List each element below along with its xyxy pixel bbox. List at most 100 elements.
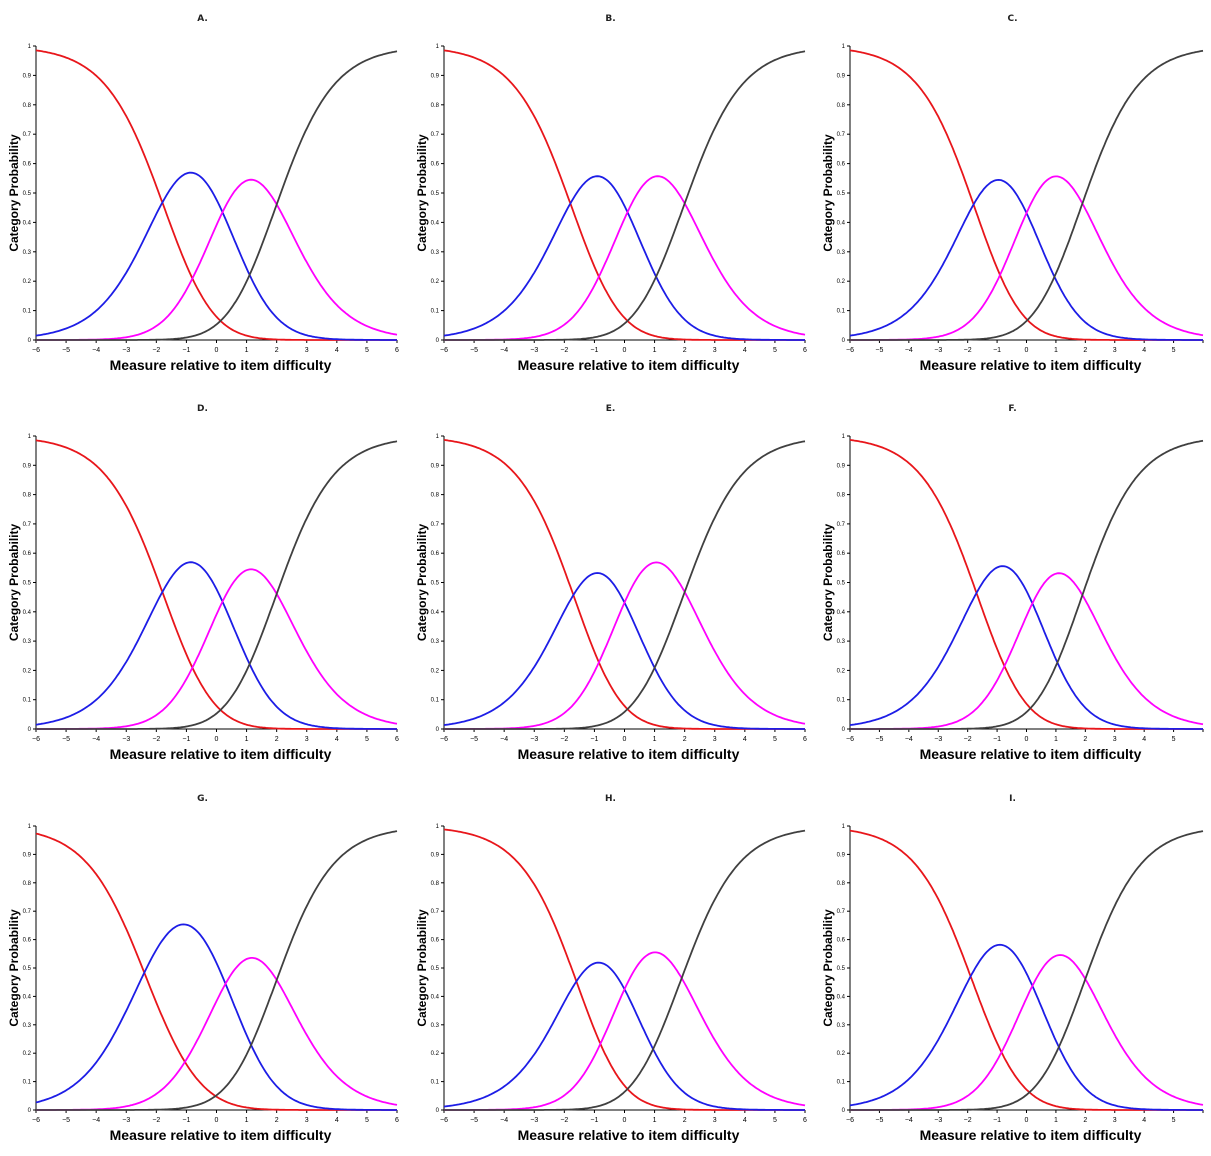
category-4-curve <box>850 830 1204 1111</box>
x-tick-label: −1 <box>590 736 598 743</box>
x-tick-label: 6 <box>803 736 807 743</box>
x-tick-label: −4 <box>905 1117 913 1124</box>
category-4-curve <box>444 829 806 1111</box>
x-tick-label: −1 <box>993 1117 1001 1124</box>
x-tick-label: 4 <box>1142 347 1146 354</box>
x-tick-label: −5 <box>875 347 883 354</box>
x-tick-label: −6 <box>440 1117 448 1124</box>
y-tick-label: 0.6 <box>431 938 440 944</box>
y-tick-label: 0.9 <box>23 852 32 858</box>
y-tick-label: 0.2 <box>431 1051 440 1057</box>
y-axis-label: Category Probability <box>415 909 429 1027</box>
x-tick-label: 6 <box>803 1117 807 1124</box>
x-tick-label: 0 <box>215 347 219 354</box>
y-tick-label: 0.9 <box>431 73 440 79</box>
x-tick-label: 4 <box>743 1117 747 1124</box>
y-tick-label: 0.3 <box>837 1023 846 1029</box>
x-tick-label: −3 <box>122 736 130 743</box>
y-axis-label: Category Probability <box>821 523 835 641</box>
y-tick-label: 0.2 <box>23 1051 32 1057</box>
x-tick-label: −6 <box>846 736 854 743</box>
chart-title: G. <box>197 794 208 804</box>
x-tick-label: −5 <box>875 1117 883 1124</box>
y-tick-label: 0 <box>842 338 846 344</box>
y-tick-label: 0.5 <box>837 966 846 972</box>
x-tick-label: 5 <box>365 736 369 743</box>
y-axis-label: Category Probability <box>7 909 21 1027</box>
chart-panel-h: H. 0 0.1 0.2 0.3 0.4 0.5 0.6 0.7 0.8 0.9 1 −6 −5 −4 −3… <box>408 780 813 1156</box>
x-tick-label: 5 <box>1172 1117 1176 1124</box>
y-tick-label: 0.6 <box>431 162 440 168</box>
x-tick-label: 5 <box>773 347 777 354</box>
y-tick-label: 0.9 <box>431 463 440 469</box>
chart-title: I. <box>1009 794 1016 804</box>
x-tick-label: −6 <box>846 347 854 354</box>
y-tick-label: 0.7 <box>23 909 32 915</box>
x-tick-label: −5 <box>470 736 478 743</box>
x-tick-label: −2 <box>964 1117 972 1124</box>
x-tick-label: −3 <box>530 347 538 354</box>
y-tick-label: 0.1 <box>431 1080 440 1086</box>
x-tick-label: 0 <box>215 1117 219 1124</box>
x-tick-label: −1 <box>590 1117 598 1124</box>
x-tick-label: 1 <box>245 736 249 743</box>
y-tick-label: 0.5 <box>23 966 32 972</box>
x-tick-label: 2 <box>683 736 687 743</box>
y-tick-label: 0.1 <box>431 698 440 704</box>
category-4-curve <box>444 50 806 341</box>
x-tick-label: −1 <box>993 736 1001 743</box>
chart-panel-f: F. 0 0.1 0.2 0.3 0.4 0.5 0.6 0.7 0.8 0.9 1 −6 −5 −4 −3… <box>814 390 1211 775</box>
y-tick-label: 0.2 <box>431 279 440 285</box>
x-tick-label: −1 <box>590 347 598 354</box>
x-tick-label: −4 <box>92 736 100 743</box>
x-tick-label: 3 <box>713 1117 717 1124</box>
x-tick-label: −4 <box>500 1117 508 1124</box>
category-1-curve <box>849 829 1203 1111</box>
x-tick-label: 4 <box>1142 736 1146 743</box>
x-tick-label: 0 <box>1025 1117 1029 1124</box>
x-tick-label: 6 <box>395 1117 399 1124</box>
y-tick-label: 0.6 <box>837 938 846 944</box>
y-tick-label: 0.8 <box>837 881 846 887</box>
x-tick-label: 4 <box>743 736 747 743</box>
y-tick-label: 1 <box>842 434 846 440</box>
x-tick-label: 3 <box>1113 347 1117 354</box>
chart-title: H. <box>605 794 616 804</box>
x-tick-label: −5 <box>62 1117 70 1124</box>
x-tick-label: −2 <box>152 1117 160 1124</box>
x-tick-label: 1 <box>653 347 657 354</box>
y-tick-label: 0.5 <box>23 191 32 197</box>
category-3-curve <box>850 572 1204 730</box>
category-1-curve <box>443 49 805 341</box>
x-tick-label: −3 <box>934 736 942 743</box>
chart-svg: 0 0.1 0.2 0.3 0.4 0.5 0.6 0.7 0.8 0.9 1 −6 −5 −4 −3 −2 −… <box>415 434 807 762</box>
category-1-curve <box>443 828 805 1111</box>
y-tick-label: 0.2 <box>23 668 32 674</box>
x-tick-label: −4 <box>905 347 913 354</box>
x-tick-label: 2 <box>275 736 279 743</box>
x-tick-label: −6 <box>32 736 40 743</box>
y-tick-label: 0.6 <box>23 162 32 168</box>
x-tick-label: 2 <box>275 347 279 354</box>
chart-svg: 0 0.1 0.2 0.3 0.4 0.5 0.6 0.7 0.8 0.9 1 −6 −5 −4 −3 −2 −… <box>7 44 399 373</box>
y-tick-label: 1 <box>842 44 846 50</box>
category-4-curve <box>36 830 398 1111</box>
y-tick-label: 0.4 <box>23 994 32 1000</box>
y-tick-label: 0.6 <box>23 551 32 557</box>
y-tick-label: 0.7 <box>431 522 440 528</box>
x-tick-label: −4 <box>92 347 100 354</box>
y-tick-label: 0.1 <box>23 698 32 704</box>
x-tick-label: 3 <box>713 736 717 743</box>
y-tick-label: 0.3 <box>23 1023 32 1029</box>
y-tick-label: 0.9 <box>837 463 846 469</box>
y-tick-label: 1 <box>436 434 440 440</box>
y-tick-label: 0.4 <box>23 610 32 616</box>
y-tick-label: 0 <box>436 727 440 733</box>
x-tick-label: −4 <box>500 347 508 354</box>
category-3-curve <box>36 956 398 1111</box>
category-2-curve <box>35 923 397 1111</box>
x-tick-label: 2 <box>683 1117 687 1124</box>
y-tick-label: 0.7 <box>837 522 846 528</box>
y-tick-label: 0.5 <box>837 191 846 197</box>
x-tick-label: −5 <box>875 736 883 743</box>
